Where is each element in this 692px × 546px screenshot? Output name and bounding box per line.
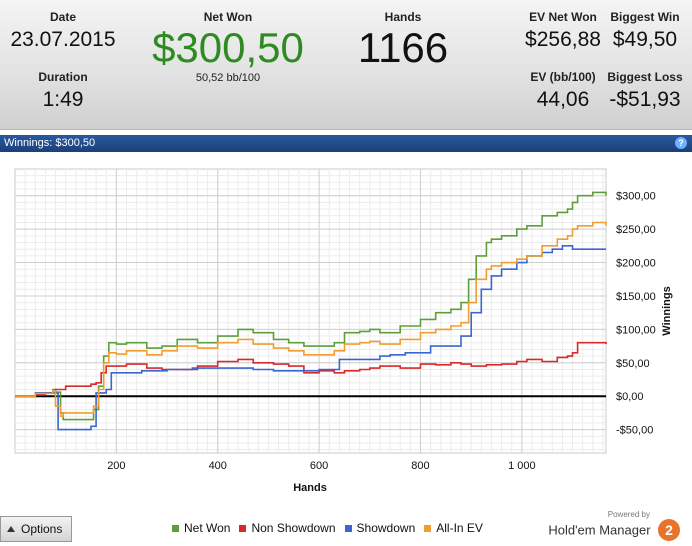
hands-value: 1166 (357, 24, 449, 71)
date-value: 23.07.2015 (10, 28, 116, 51)
date-label: Date (49, 10, 76, 24)
duration-label: Duration (38, 70, 88, 84)
help-icon[interactable]: ? (675, 137, 687, 149)
winnings-title-bar: Winnings: $300,50 ? (0, 135, 692, 152)
x-tick-label: 600 (310, 460, 328, 472)
legend-item-showdown: Showdown (344, 521, 416, 535)
series-line-showdown (15, 245, 606, 431)
options-button[interactable]: Options (0, 516, 72, 542)
biggest-win-value: $49,50 (612, 28, 678, 51)
legend-label: Non Showdown (251, 521, 336, 535)
biggest-win-label: Biggest Win (610, 10, 680, 24)
panel-title: Winnings: $300,50 (4, 137, 96, 149)
legend-swatch-net-won (172, 524, 179, 532)
biggest-loss-stat: Biggest Loss -$51,93 (604, 70, 686, 112)
legend-label: Net Won (184, 521, 231, 535)
ev-net-won-label: EV Net Won (529, 10, 597, 24)
ev-bb-label: EV (bb/100) (530, 70, 596, 84)
y-tick-label: $100,00 (616, 324, 656, 336)
y-tick-label: $300,00 (616, 191, 656, 203)
legend-swatch-all-in-ev (424, 524, 432, 532)
x-axis-label: Hands (293, 482, 327, 494)
biggest-loss-value: -$51,93 (609, 88, 681, 111)
x-tick-label: 800 (411, 460, 429, 472)
net-won-stat: Net Won $300,50 50,52 bb/100 (138, 10, 318, 84)
ev-net-won-stat: EV Net Won $256,88 (516, 10, 610, 52)
x-tick-label: 1 000 (508, 460, 536, 472)
y-tick-label: $200,00 (616, 258, 656, 270)
y-tick-label: $150,00 (616, 291, 656, 303)
chart-grid (15, 169, 606, 453)
chart-legend: Net Won Non Showdown Showdown All-In EV (172, 521, 483, 535)
x-tick-label: 400 (209, 460, 227, 472)
ev-bb-value: 44,06 (536, 88, 590, 111)
biggest-win-stat: Biggest Win $49,50 (604, 10, 686, 52)
hands-stat: Hands 1166 (343, 10, 463, 72)
series-line-all-in-ev (15, 221, 607, 417)
powered-by-label: Powered by (607, 510, 650, 519)
y-tick-label: $50,00 (616, 358, 650, 370)
legend-item-non-showdown: Non Showdown (239, 521, 336, 535)
brand-name: Hold'em Manager (548, 522, 651, 538)
y-tick-label: -$50,00 (616, 425, 653, 437)
options-label: Options (21, 522, 63, 536)
stats-header: Date 23.07.2015 Duration 1:49 Net Won $3… (0, 0, 692, 130)
chart-tick-labels: $300,00 $250,00 $200,00 $150,00 $100,00 $50,0… (107, 191, 656, 472)
net-won-label: Net Won (203, 10, 253, 24)
chart-series (15, 191, 607, 431)
ev-bb-stat: EV (bb/100) 44,06 (516, 70, 610, 112)
legend-label: Showdown (356, 521, 416, 535)
legend-item-all-in-ev: All-In EV (424, 521, 483, 535)
legend-swatch-non-showdown (239, 524, 247, 532)
legend-swatch-showdown (344, 524, 352, 532)
plot-area-border (14, 168, 607, 454)
date-stat: Date 23.07.2015 (8, 10, 118, 52)
biggest-loss-label: Biggest Loss (607, 70, 683, 84)
hands-label: Hands (384, 10, 422, 24)
hem-logo-icon: 2 (658, 519, 680, 541)
y-tick-label: $0,00 (616, 391, 644, 403)
y-axis-label: Winnings (661, 286, 673, 335)
duration-stat: Duration 1:49 (8, 70, 118, 112)
net-won-value: $300,50 (152, 24, 304, 71)
y-tick-label: $250,00 (616, 224, 656, 236)
caret-up-icon (7, 526, 15, 532)
legend-item-net-won: Net Won (172, 521, 230, 535)
series-line-non-showdown (15, 341, 607, 397)
net-won-bb: 50,52 bb/100 (195, 72, 261, 84)
duration-value: 1:49 (42, 88, 84, 111)
ev-net-won-value: $256,88 (525, 28, 601, 51)
brand-block: Powered by Hold'em Manager 2 (548, 510, 680, 541)
legend-label: All-In EV (436, 521, 483, 535)
winnings-chart: $300,00 $250,00 $200,00 $150,00 $100,00 $50,0… (14, 168, 673, 494)
x-tick-label: 200 (107, 460, 125, 472)
